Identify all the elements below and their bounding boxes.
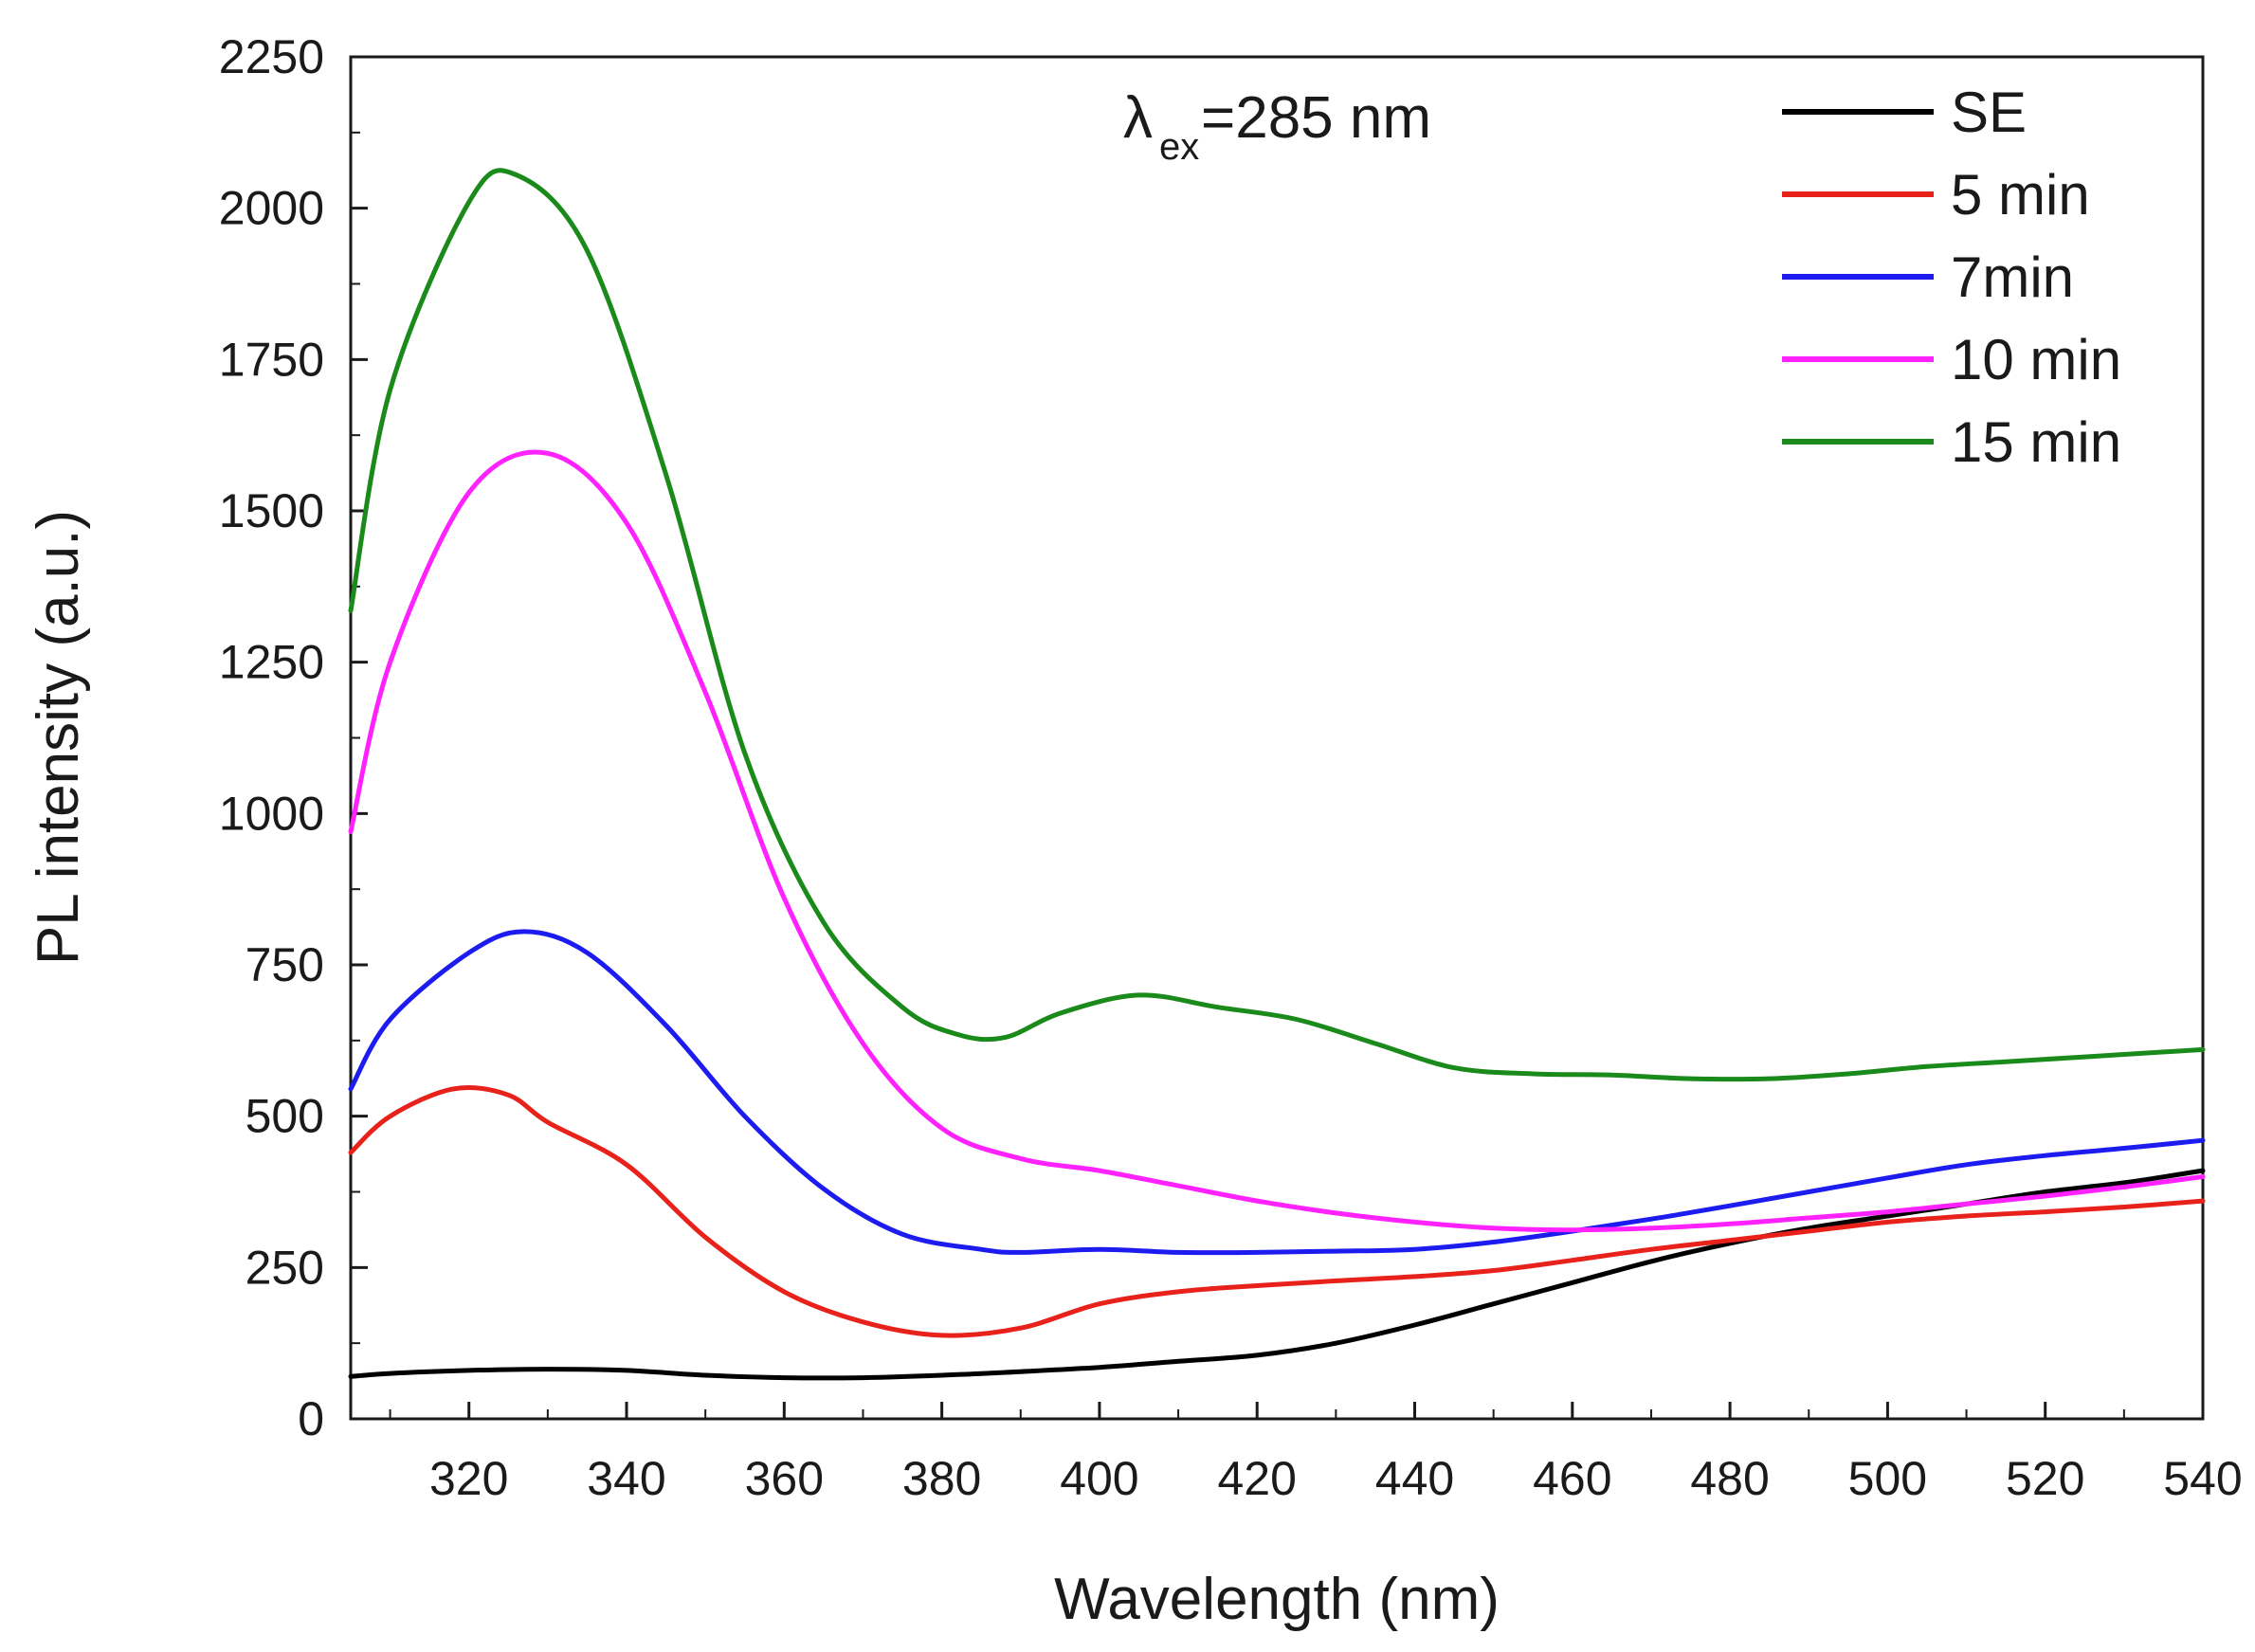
x-tick-label: 380 xyxy=(902,1452,981,1505)
legend-label-5-min: 5 min xyxy=(1951,163,2090,227)
series-line-10-min xyxy=(348,449,2206,1233)
series-lines xyxy=(348,168,2206,1381)
y-tick-label: 1750 xyxy=(219,333,324,386)
x-tick-label: 420 xyxy=(1217,1452,1296,1505)
x-tick-label: 360 xyxy=(745,1452,824,1505)
y-axis: 0 250 500 750 1000 1250 1500 1750 2000 2250 xyxy=(219,30,368,1445)
series-line-7min xyxy=(348,929,2206,1256)
y-tick-label: 2000 xyxy=(219,182,324,235)
y-tick-label: 1500 xyxy=(219,484,324,537)
x-tick-label: 440 xyxy=(1375,1452,1454,1505)
y-tick-label: 250 xyxy=(246,1241,324,1294)
legend: SE 5 min 7min 10 min 15 min xyxy=(1782,81,2121,474)
series-line-15-min xyxy=(348,168,2206,1082)
excitation-annotation: λ ex =285 nm xyxy=(1123,85,1431,168)
plot-frame xyxy=(349,55,2205,1421)
x-axis: 320 340 360 380 400 420 440 460 480 500 520 540 xyxy=(389,1402,2243,1505)
x-tick-label: 520 xyxy=(2006,1452,2084,1505)
y-tick-label: 1250 xyxy=(219,636,324,689)
x-axis-title: Wavelength (nm) xyxy=(1054,1567,1500,1632)
legend-label-se: SE xyxy=(1951,81,2027,144)
x-tick-label: 500 xyxy=(1848,1452,1927,1505)
y-axis-title: PL intensity (a.u.) xyxy=(26,510,91,965)
y-tick-label: 0 xyxy=(298,1392,324,1445)
series-line-se xyxy=(348,1168,2206,1381)
x-tick-label: 460 xyxy=(1533,1452,1611,1505)
legend-label-15-min: 15 min xyxy=(1951,410,2121,474)
legend-label-10-min: 10 min xyxy=(1951,328,2121,391)
x-tick-label: 320 xyxy=(429,1452,508,1505)
x-tick-label: 340 xyxy=(587,1452,665,1505)
lambda-symbol: λ xyxy=(1123,85,1153,151)
x-tick-label: 400 xyxy=(1060,1452,1138,1505)
y-tick-label: 2250 xyxy=(219,30,324,83)
excitation-value: =285 nm xyxy=(1201,85,1431,151)
y-tick-label: 1000 xyxy=(219,787,324,840)
y-tick-label: 500 xyxy=(246,1090,324,1143)
x-tick-label: 540 xyxy=(2163,1452,2242,1505)
legend-label-7min: 7min xyxy=(1951,245,2074,309)
series-line-5-min xyxy=(348,1085,2206,1338)
x-tick-label: 480 xyxy=(1690,1452,1769,1505)
y-tick-label: 750 xyxy=(246,938,324,991)
lambda-subscript: ex xyxy=(1159,126,1199,168)
